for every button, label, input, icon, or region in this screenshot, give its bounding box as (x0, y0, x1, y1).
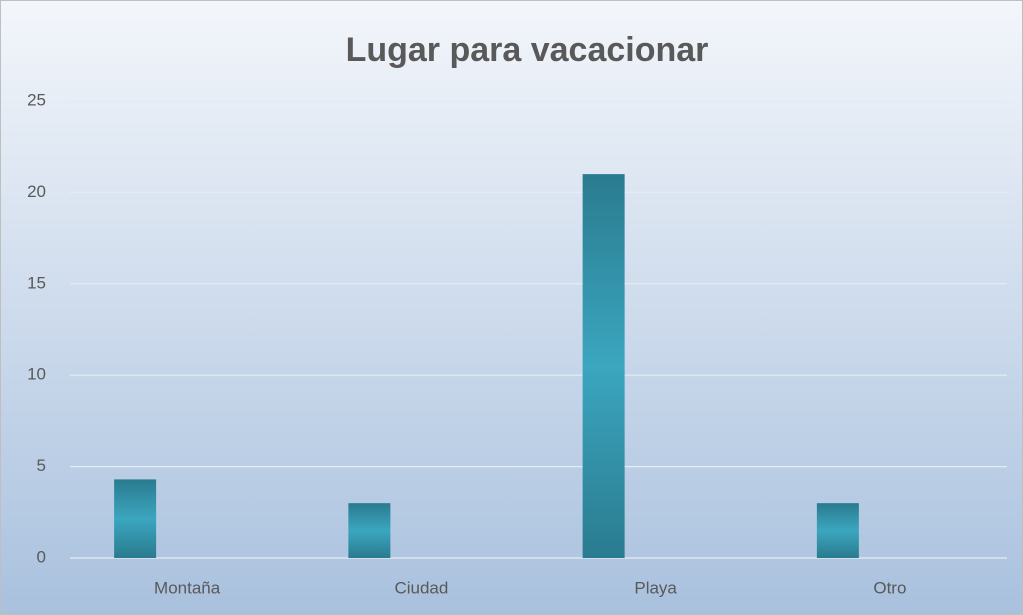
y-tick-label: 5 (37, 456, 46, 475)
x-tick-label: Otro (873, 578, 906, 597)
chart-title: Lugar para vacacionar (346, 31, 709, 69)
y-tick-label: 20 (27, 182, 46, 201)
x-tick-label: Montaña (154, 578, 221, 597)
y-tick-label: 0 (37, 547, 46, 566)
x-tick-label: Playa (634, 578, 677, 597)
bar (114, 479, 157, 558)
bar (582, 174, 625, 558)
x-tick-label: Ciudad (394, 578, 448, 597)
y-tick-label: 25 (27, 90, 46, 109)
y-tick-label: 15 (27, 273, 46, 292)
bar (816, 503, 859, 558)
y-tick-label: 10 (27, 365, 46, 384)
bar (348, 503, 391, 558)
